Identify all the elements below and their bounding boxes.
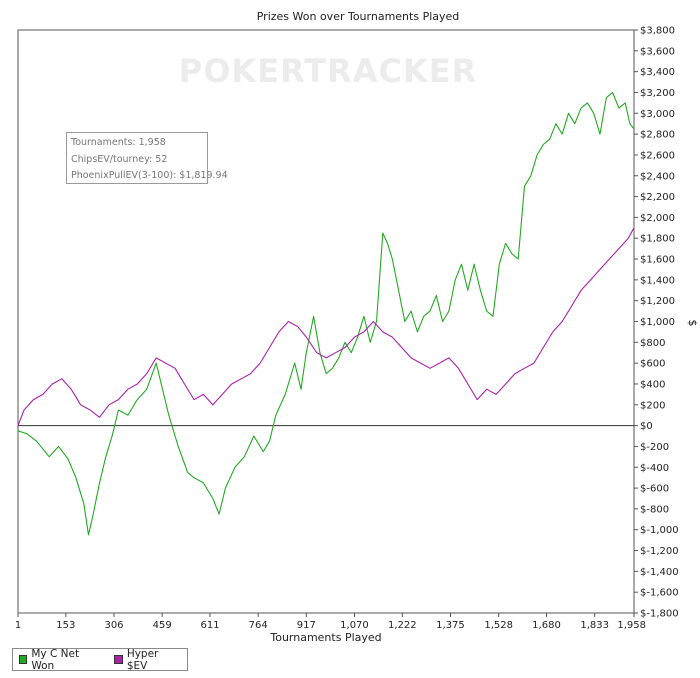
x-tick-label: 1,375 xyxy=(436,620,465,631)
x-tick-label: 1,958 xyxy=(617,620,646,631)
x-tick-label: 1,222 xyxy=(388,620,417,631)
series-group xyxy=(17,91,635,536)
y-tick-label: $3,200 xyxy=(640,88,675,99)
y-tick-label: $3,800 xyxy=(640,26,675,37)
plot-area xyxy=(17,29,635,614)
legend-item-hyper-ev[interactable]: Hyper $EV xyxy=(114,648,177,672)
y-tick-label: $2,800 xyxy=(640,130,675,141)
y-tick-label: $200 xyxy=(640,400,665,411)
info-tournaments: Tournaments: 1,958 xyxy=(71,137,166,148)
x-tick-label: 1,528 xyxy=(484,620,513,631)
x-tick-label: 153 xyxy=(56,620,75,631)
y-axis-label: $ xyxy=(686,320,699,327)
y-tick-label: $1,000 xyxy=(640,317,675,328)
y-tick-label: $0 xyxy=(640,421,653,432)
info-pull-ev: PhoenixPullEV(3-100): $1,819.94 xyxy=(71,170,228,181)
chart-legend: My C Net Won Hyper $EV xyxy=(12,648,188,672)
y-tick-label: $2,400 xyxy=(640,171,675,182)
y-tick-label: $-1,800 xyxy=(640,609,679,620)
series-line-net-won xyxy=(17,91,635,536)
x-tick-label: 1,833 xyxy=(580,620,609,631)
y-tick-label: $-1,400 xyxy=(640,567,679,578)
x-tick-label: 764 xyxy=(249,620,268,631)
y-tick-label: $1,400 xyxy=(640,275,675,286)
legend-swatch-green xyxy=(19,655,28,664)
x-tick-label: 1 xyxy=(15,620,21,631)
legend-swatch-purple xyxy=(114,655,123,664)
y-tick-label: $2,000 xyxy=(640,213,675,224)
x-tick-label: 611 xyxy=(200,620,219,631)
x-tick-label: 306 xyxy=(104,620,123,631)
x-tick-label: 917 xyxy=(297,620,316,631)
y-tick-label: $1,800 xyxy=(640,234,675,245)
y-tick-label: $-1,000 xyxy=(640,525,679,536)
x-tick-label: 459 xyxy=(153,620,172,631)
y-tick-label: $3,400 xyxy=(640,67,675,78)
y-tick-label: $1,600 xyxy=(640,255,675,266)
info-chips-ev: ChipsEV/tourney: 52 xyxy=(71,153,168,165)
x-axis-label: Tournaments Played xyxy=(269,631,381,644)
y-tick-label: $-200 xyxy=(640,442,669,453)
legend-item-net-won[interactable]: My C Net Won xyxy=(19,648,98,672)
x-tick-label: 1,070 xyxy=(340,620,369,631)
y-tick-label: $2,600 xyxy=(640,150,675,161)
legend-label-net-won: My C Net Won xyxy=(31,647,80,672)
y-axis: $-1,800 $-1,600 $-1,400 $-1,200 $-1,000 $-800… xyxy=(634,26,679,620)
y-tick-label: $-1,200 xyxy=(640,546,679,557)
y-tick-label: $-800 xyxy=(640,504,669,515)
y-tick-label: $1,200 xyxy=(640,296,675,307)
x-tick-label: 1,680 xyxy=(532,620,561,631)
y-tick-label: $2,200 xyxy=(640,192,675,203)
y-tick-label: $600 xyxy=(640,359,665,370)
stats-info-box: Tournaments: 1,958 ChipsEV/tourney: 52 P… xyxy=(66,132,228,184)
y-tick-label: $3,000 xyxy=(640,109,675,120)
x-axis: 1 153 306 459 611 764 917 1,070 1,222 1,375 1,528 1… xyxy=(15,613,646,631)
y-tick-label: $3,600 xyxy=(640,46,675,57)
y-tick-label: $400 xyxy=(640,379,665,390)
series-line-hyper-ev xyxy=(17,227,635,426)
y-tick-label: $-600 xyxy=(640,484,669,495)
chart-title: Prizes Won over Tournaments Played xyxy=(257,10,460,23)
watermark-logo: POKERTRACKER xyxy=(179,52,478,90)
y-tick-label: $800 xyxy=(640,338,665,349)
y-tick-label: $-400 xyxy=(640,463,669,474)
legend-label-hyper-ev: Hyper $EV xyxy=(126,647,159,672)
y-tick-label: $-1,600 xyxy=(640,588,679,599)
